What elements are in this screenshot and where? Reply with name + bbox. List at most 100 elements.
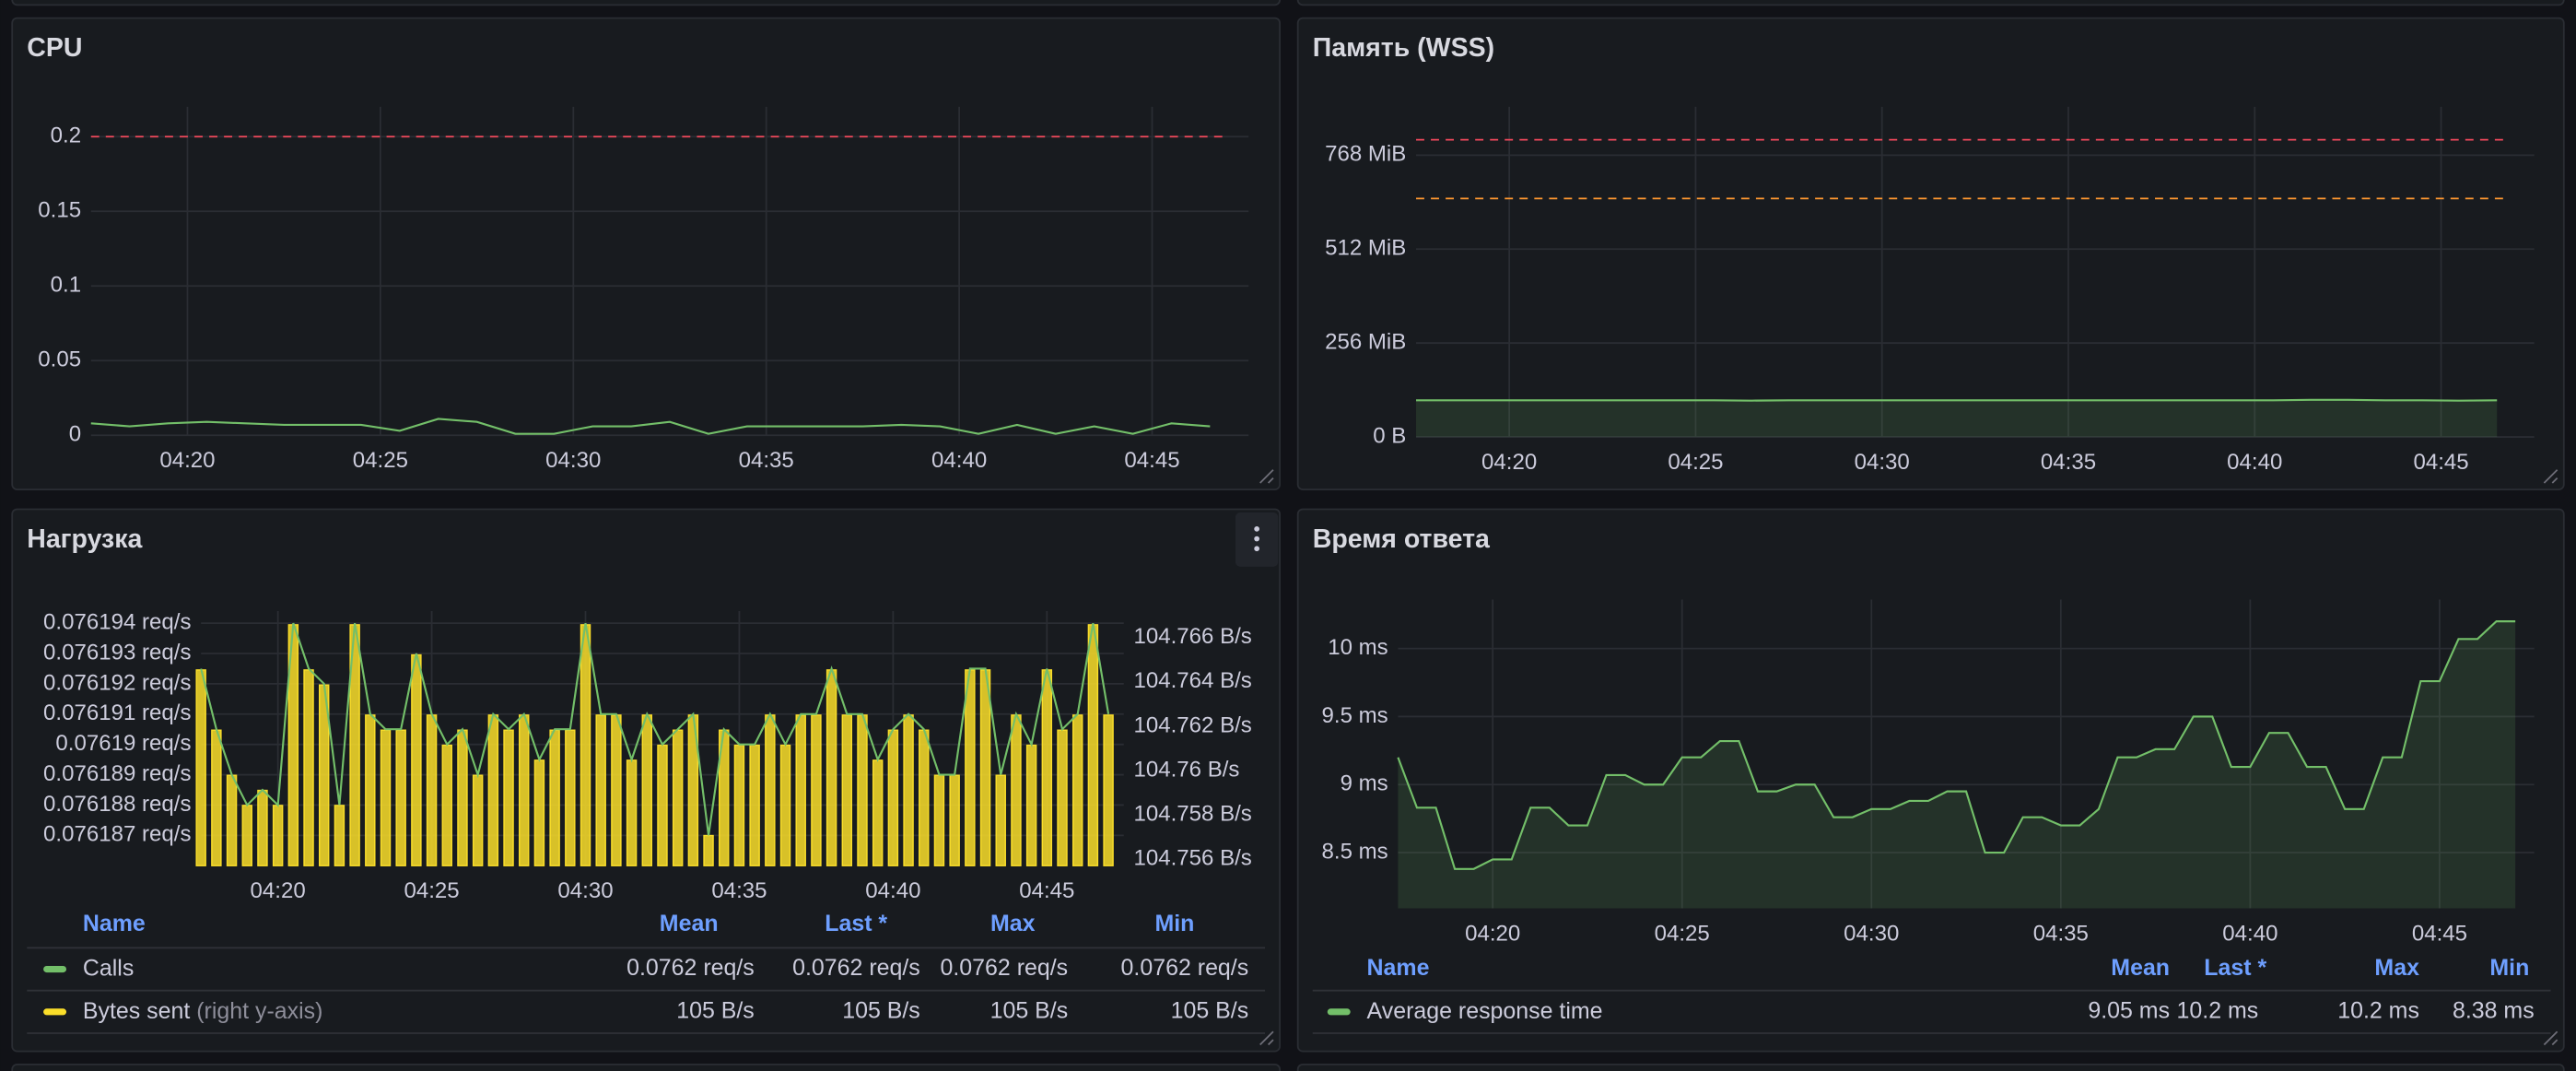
bar: [733, 744, 745, 866]
bar: [919, 729, 930, 866]
legend-value: 105 B/s: [676, 997, 755, 1023]
series-line: [90, 418, 1211, 435]
x-tick-label: 04:40: [865, 878, 920, 903]
bar: [933, 774, 945, 866]
legend-name-suffix-space: [190, 997, 196, 1023]
y-tick-label: 512 MiB: [1325, 236, 1406, 261]
panel-menu-dot[interactable]: [1254, 526, 1259, 532]
y-tick-label: 0.076188 req/s: [43, 792, 191, 817]
panel-edge: [11, 1063, 1281, 1071]
series-line: [1397, 620, 2516, 870]
panel: [1296, 17, 2565, 490]
legend-header: Max: [2374, 955, 2419, 981]
y2-tick-label: 104.76 B/s: [1133, 757, 1239, 782]
bar: [380, 729, 392, 866]
panel-title: Нагрузка: [27, 524, 143, 554]
bar: [825, 669, 837, 866]
y-tick-label: 0.076191 req/s: [43, 700, 191, 725]
legend-value: 0.0762 req/s: [626, 955, 755, 981]
bar: [1011, 714, 1022, 866]
bar: [641, 714, 653, 866]
bar: [1087, 624, 1099, 866]
x-tick-label: 04:25: [1668, 450, 1723, 475]
bar: [887, 729, 899, 866]
bar: [257, 789, 268, 866]
bar: [426, 714, 438, 866]
legend-name-suffix: (right y-axis): [196, 997, 322, 1023]
legend-name[interactable]: Calls: [83, 955, 134, 981]
x-tick-label: 04:45: [2413, 450, 2468, 475]
legend-value: 105 B/s: [842, 997, 920, 1023]
bar: [503, 729, 514, 866]
x-tick-label: 04:30: [557, 878, 613, 903]
bar: [841, 714, 853, 866]
legend-swatch: [43, 965, 67, 973]
y-tick-label: 0.076187 req/s: [43, 822, 191, 847]
bar: [1041, 669, 1053, 866]
legend-name-text[interactable]: Average response time: [1367, 997, 1603, 1023]
bar: [949, 774, 960, 866]
bar: [1103, 714, 1114, 866]
bar: [903, 714, 914, 866]
bar: [533, 759, 545, 866]
legend-header: Mean: [2111, 955, 2170, 981]
bar: [472, 774, 484, 866]
bar: [703, 834, 714, 866]
resize-handle: [2543, 469, 2558, 484]
legend-header: Last *: [825, 911, 887, 936]
legend-value: 8.38 ms: [2453, 997, 2535, 1023]
legend-name-text[interactable]: Calls: [83, 955, 134, 981]
bar: [611, 714, 622, 866]
bar: [334, 805, 345, 866]
bar: [626, 759, 638, 866]
x-tick-label: 04:30: [1844, 921, 1899, 946]
y-tick-label: 0.1: [51, 273, 81, 298]
y-tick-label: 0.05: [38, 347, 81, 372]
y-tick-label: 9 ms: [1341, 771, 1388, 796]
bar: [457, 729, 468, 866]
bar: [195, 669, 206, 866]
y2-tick-label: 104.758 B/s: [1133, 801, 1251, 826]
bar: [441, 744, 452, 866]
y2-tick-label: 104.766 B/s: [1133, 624, 1251, 649]
panel-menu-dot[interactable]: [1254, 546, 1259, 552]
x-tick-label: 04:45: [1019, 878, 1074, 903]
bar: [965, 669, 976, 866]
bar: [672, 729, 684, 866]
x-tick-label: 04:20: [159, 448, 215, 473]
legend-swatch: [43, 1008, 67, 1016]
y2-tick-label: 104.762 B/s: [1133, 712, 1251, 737]
panel: [1296, 508, 2565, 1053]
legend-name-text[interactable]: Bytes sent: [83, 997, 191, 1023]
legend-header: Mean: [660, 911, 719, 936]
panel-title: Время ответа: [1313, 524, 1491, 554]
bar: [1025, 744, 1037, 866]
legend-header: Min: [1154, 911, 1194, 936]
legend-value: 105 B/s: [1171, 997, 1249, 1023]
x-tick-label: 04:40: [931, 448, 987, 473]
legend-value: 105 B/s: [990, 997, 1069, 1023]
legend-header: Last *: [2204, 955, 2266, 981]
legend-value: 9.05 ms: [2088, 997, 2170, 1023]
y-tick-label: 8.5 ms: [1322, 839, 1388, 864]
area-fill: [1398, 621, 2516, 909]
series-line: [200, 622, 1110, 836]
x-tick-label: 04:25: [404, 878, 459, 903]
bar: [549, 729, 560, 866]
legend-name[interactable]: Average response time: [1367, 997, 1603, 1023]
panel-edge: [1296, 0, 2565, 6]
bar: [211, 729, 222, 866]
series-line: [1416, 398, 2498, 402]
x-tick-label: 04:35: [711, 878, 767, 903]
y-tick-label: 0 B: [1373, 423, 1406, 448]
bar: [811, 714, 822, 866]
x-tick-label: 04:20: [1465, 921, 1520, 946]
legend-name[interactable]: Bytes sent (right y-axis): [83, 997, 323, 1023]
bar: [749, 744, 760, 866]
bar: [779, 744, 791, 866]
bar: [657, 744, 668, 866]
legend-header: Name: [1367, 955, 1430, 981]
panel-menu-dot[interactable]: [1254, 536, 1259, 542]
panel-menu[interactable]: [1235, 512, 1279, 567]
